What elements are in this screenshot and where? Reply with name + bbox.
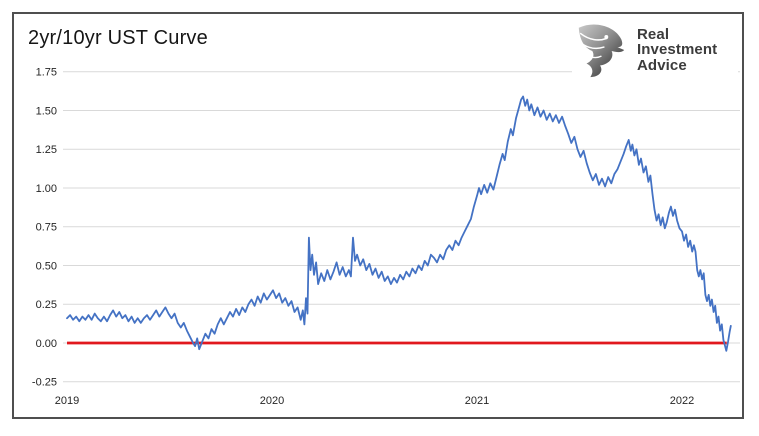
brand-logo: Real Investment Advice — [572, 20, 738, 80]
x-axis-tick-label: 2020 — [260, 395, 284, 407]
brand-line-1: Real — [637, 25, 670, 43]
y-axis-tick-label: 1.75 — [36, 67, 57, 79]
brand-name: Real Investment Advice — [637, 27, 717, 74]
y-axis-tick-label: 0.50 — [36, 260, 57, 272]
y-axis-tick-label: 1.50 — [36, 105, 57, 117]
x-axis-tick-label: 2021 — [465, 395, 489, 407]
y-axis-tick-label: 1.25 — [36, 144, 57, 156]
y-axis-tick-label: 1.00 — [36, 183, 57, 195]
brand-line-2: Investment — [637, 41, 718, 59]
y-axis-tick-label: -0.25 — [32, 377, 57, 389]
x-axis-tick-label: 2019 — [55, 395, 79, 407]
y-axis-tick-label: 0.75 — [36, 222, 57, 234]
y-axis-tick-label: 0.25 — [36, 299, 57, 311]
spread-series-line — [66, 95, 732, 352]
x-axis-tick-label: 2022 — [670, 395, 694, 407]
brand-line-3: Advice — [637, 56, 687, 74]
y-axis-tick-label: 0.00 — [36, 338, 57, 350]
chart-title: 2yr/10yr UST Curve — [28, 27, 208, 49]
eagle-icon — [578, 24, 625, 78]
